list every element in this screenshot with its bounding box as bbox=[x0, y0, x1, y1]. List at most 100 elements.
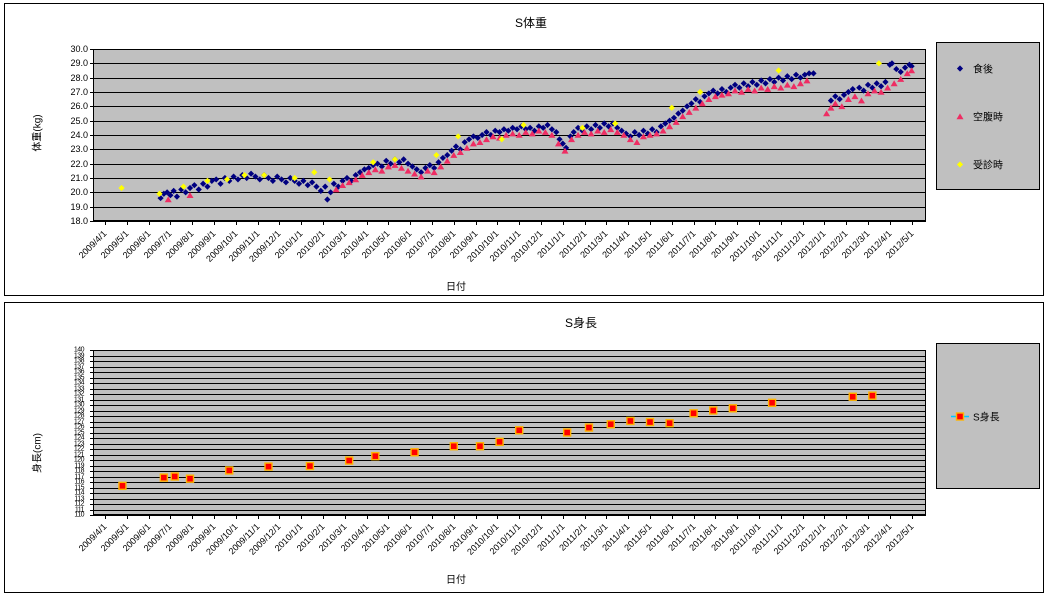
data-point bbox=[665, 418, 674, 428]
data-point bbox=[570, 129, 577, 136]
data-point bbox=[877, 88, 885, 95]
data-point bbox=[479, 131, 486, 139]
data-point bbox=[274, 173, 281, 180]
data-point bbox=[332, 186, 340, 193]
data-point bbox=[607, 126, 615, 133]
y-tick-label: 115 bbox=[74, 484, 84, 491]
data-point bbox=[836, 96, 843, 103]
data-point bbox=[574, 131, 582, 138]
y-tick-label: 116 bbox=[74, 478, 84, 486]
data-point bbox=[636, 131, 643, 139]
data-point bbox=[779, 77, 787, 84]
data-point bbox=[679, 107, 686, 114]
data-point bbox=[474, 134, 481, 141]
data-point bbox=[827, 97, 835, 104]
height-chart-area[interactable]: S身長 身長(cm) 140 139 138 137 136 135 134 133 132 13… bbox=[4, 302, 1044, 593]
data-point bbox=[164, 196, 172, 203]
data-point bbox=[884, 84, 892, 91]
data-point bbox=[465, 136, 473, 143]
legend-item[interactable]: 空腹時 bbox=[951, 109, 1003, 124]
y-tick-label: 22.0 bbox=[70, 158, 88, 169]
data-point bbox=[326, 176, 333, 183]
data-point bbox=[901, 64, 909, 71]
data-point bbox=[775, 67, 782, 74]
data-point bbox=[515, 426, 524, 435]
data-point bbox=[903, 70, 911, 77]
data-point bbox=[397, 164, 405, 171]
y-tick-label: 123 bbox=[73, 440, 85, 447]
data-point bbox=[753, 81, 760, 88]
data-point bbox=[857, 97, 865, 104]
data-point bbox=[400, 156, 407, 163]
y-tick-label: 129 bbox=[73, 407, 85, 414]
data-point bbox=[317, 187, 324, 194]
data-point bbox=[864, 81, 872, 88]
y-tick-label: 137 bbox=[73, 363, 85, 370]
data-point bbox=[731, 87, 739, 94]
data-point bbox=[559, 140, 566, 147]
data-point bbox=[770, 83, 778, 90]
data-point bbox=[711, 93, 719, 100]
data-point bbox=[180, 183, 187, 190]
weight-plot-area[interactable] bbox=[5, 4, 1041, 293]
data-point bbox=[448, 147, 455, 154]
data-point bbox=[291, 174, 298, 182]
data-point bbox=[324, 196, 331, 203]
data-point bbox=[875, 60, 882, 67]
weight-chart-area[interactable]: S体重 体重(kg) 30.0 29.0 28.0 27.0 26.0 25.0 24.0 2… bbox=[4, 3, 1044, 296]
data-point bbox=[613, 129, 621, 135]
data-point bbox=[869, 84, 876, 91]
diamond-marker-icon bbox=[956, 64, 964, 72]
y-tick-label: 118 bbox=[74, 467, 84, 475]
data-point bbox=[343, 174, 351, 182]
height-plot-area[interactable] bbox=[5, 303, 1041, 590]
data-point bbox=[588, 126, 595, 133]
data-point bbox=[185, 474, 195, 483]
data-point bbox=[170, 472, 179, 481]
data-point bbox=[371, 166, 379, 173]
data-point bbox=[790, 83, 798, 90]
data-point bbox=[851, 93, 859, 100]
square-marker-icon bbox=[951, 411, 969, 421]
y-tick-label: 23.0 bbox=[70, 144, 88, 155]
data-point bbox=[666, 123, 674, 130]
data-point bbox=[430, 169, 438, 176]
data-point bbox=[424, 167, 432, 174]
height-legend[interactable]: S身長 bbox=[936, 343, 1040, 489]
data-point bbox=[587, 130, 595, 137]
data-point bbox=[509, 124, 516, 131]
data-point bbox=[626, 416, 635, 426]
data-point bbox=[633, 139, 641, 145]
data-point bbox=[600, 129, 608, 135]
data-point bbox=[562, 144, 570, 151]
data-point bbox=[810, 70, 817, 77]
data-point bbox=[450, 151, 458, 158]
data-point bbox=[888, 60, 896, 67]
data-point bbox=[685, 108, 693, 115]
data-point bbox=[871, 87, 879, 94]
y-tick-label: 138 bbox=[73, 357, 85, 365]
weight-legend[interactable]: 食後空腹時受診時 bbox=[936, 42, 1040, 190]
data-point bbox=[304, 182, 311, 189]
data-point bbox=[417, 173, 425, 180]
data-point bbox=[544, 121, 551, 129]
data-point bbox=[668, 104, 675, 111]
y-tick-label: 126 bbox=[73, 423, 85, 431]
data-point bbox=[230, 173, 237, 180]
data-point bbox=[217, 180, 224, 187]
data-point bbox=[751, 87, 759, 94]
legend-item[interactable]: 食後 bbox=[951, 61, 993, 76]
data-point bbox=[422, 164, 429, 172]
y-tick-label: 127 bbox=[73, 418, 85, 425]
data-point bbox=[496, 129, 503, 136]
data-point bbox=[688, 100, 695, 107]
legend-item[interactable]: S身長 bbox=[951, 409, 1000, 424]
data-point bbox=[156, 190, 163, 197]
legend-item[interactable]: 受診時 bbox=[951, 157, 1003, 172]
data-point bbox=[278, 176, 285, 183]
data-point bbox=[426, 162, 433, 169]
data-point bbox=[581, 129, 589, 135]
data-point bbox=[200, 180, 207, 187]
legend-label: 食後 bbox=[973, 64, 993, 76]
